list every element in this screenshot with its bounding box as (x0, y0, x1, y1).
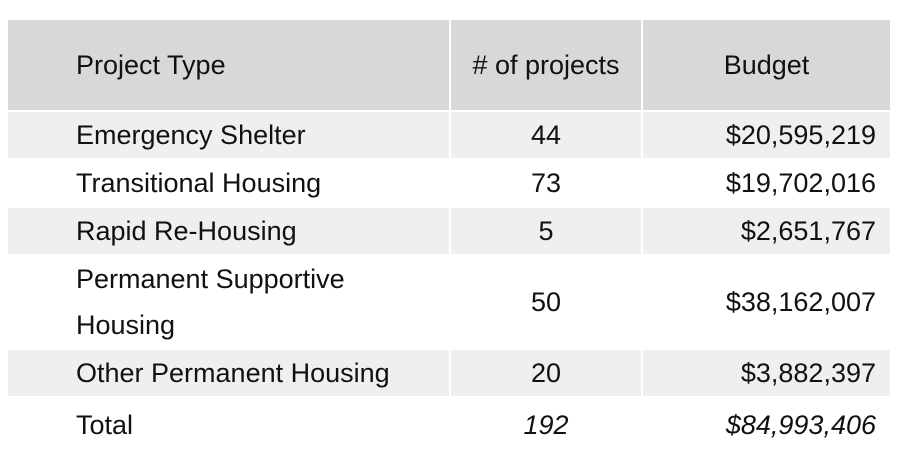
cell-num-projects: 20 (450, 349, 643, 398)
header-budget: Budget (642, 20, 890, 112)
table-row: Transitional Housing 73 $19,702,016 (8, 159, 890, 208)
table-header: Project Type # of projects Budget (8, 20, 890, 112)
total-budget: $84,993,406 (642, 397, 890, 454)
table-row: Permanent Supportive Housing 50 $38,162,… (8, 255, 890, 350)
cell-budget: $20,595,219 (642, 111, 890, 160)
header-project-type: Project Type (8, 20, 451, 112)
cell-budget: $38,162,007 (642, 255, 890, 350)
cell-project-type: Rapid Re-Housing (8, 207, 451, 256)
total-row: Total 192 $84,993,406 (8, 397, 890, 454)
total-num-projects: 192 (450, 397, 643, 454)
table-row: Emergency Shelter 44 $20,595,219 (8, 111, 890, 160)
cell-num-projects: 50 (450, 255, 643, 350)
cell-num-projects: 73 (450, 159, 643, 208)
total-label: Total (8, 397, 451, 454)
table-row: Other Permanent Housing 20 $3,882,397 (8, 349, 890, 398)
cell-project-type: Other Permanent Housing (8, 349, 451, 398)
table-body: Emergency Shelter 44 $20,595,219 Transit… (8, 111, 890, 454)
project-budget-table-container: Project Type # of projects Budget Emerge… (8, 20, 890, 454)
cell-budget: $19,702,016 (642, 159, 890, 208)
cell-project-type: Transitional Housing (8, 159, 451, 208)
cell-budget: $3,882,397 (642, 349, 890, 398)
cell-num-projects: 44 (450, 111, 643, 160)
cell-num-projects: 5 (450, 207, 643, 256)
cell-project-type: Emergency Shelter (8, 111, 451, 160)
table-row: Rapid Re-Housing 5 $2,651,767 (8, 207, 890, 256)
header-row: Project Type # of projects Budget (8, 20, 890, 112)
cell-budget: $2,651,767 (642, 207, 890, 256)
header-num-projects: # of projects (450, 20, 643, 112)
cell-project-type: Permanent Supportive Housing (8, 255, 451, 350)
project-budget-table: Project Type # of projects Budget Emerge… (8, 20, 890, 454)
